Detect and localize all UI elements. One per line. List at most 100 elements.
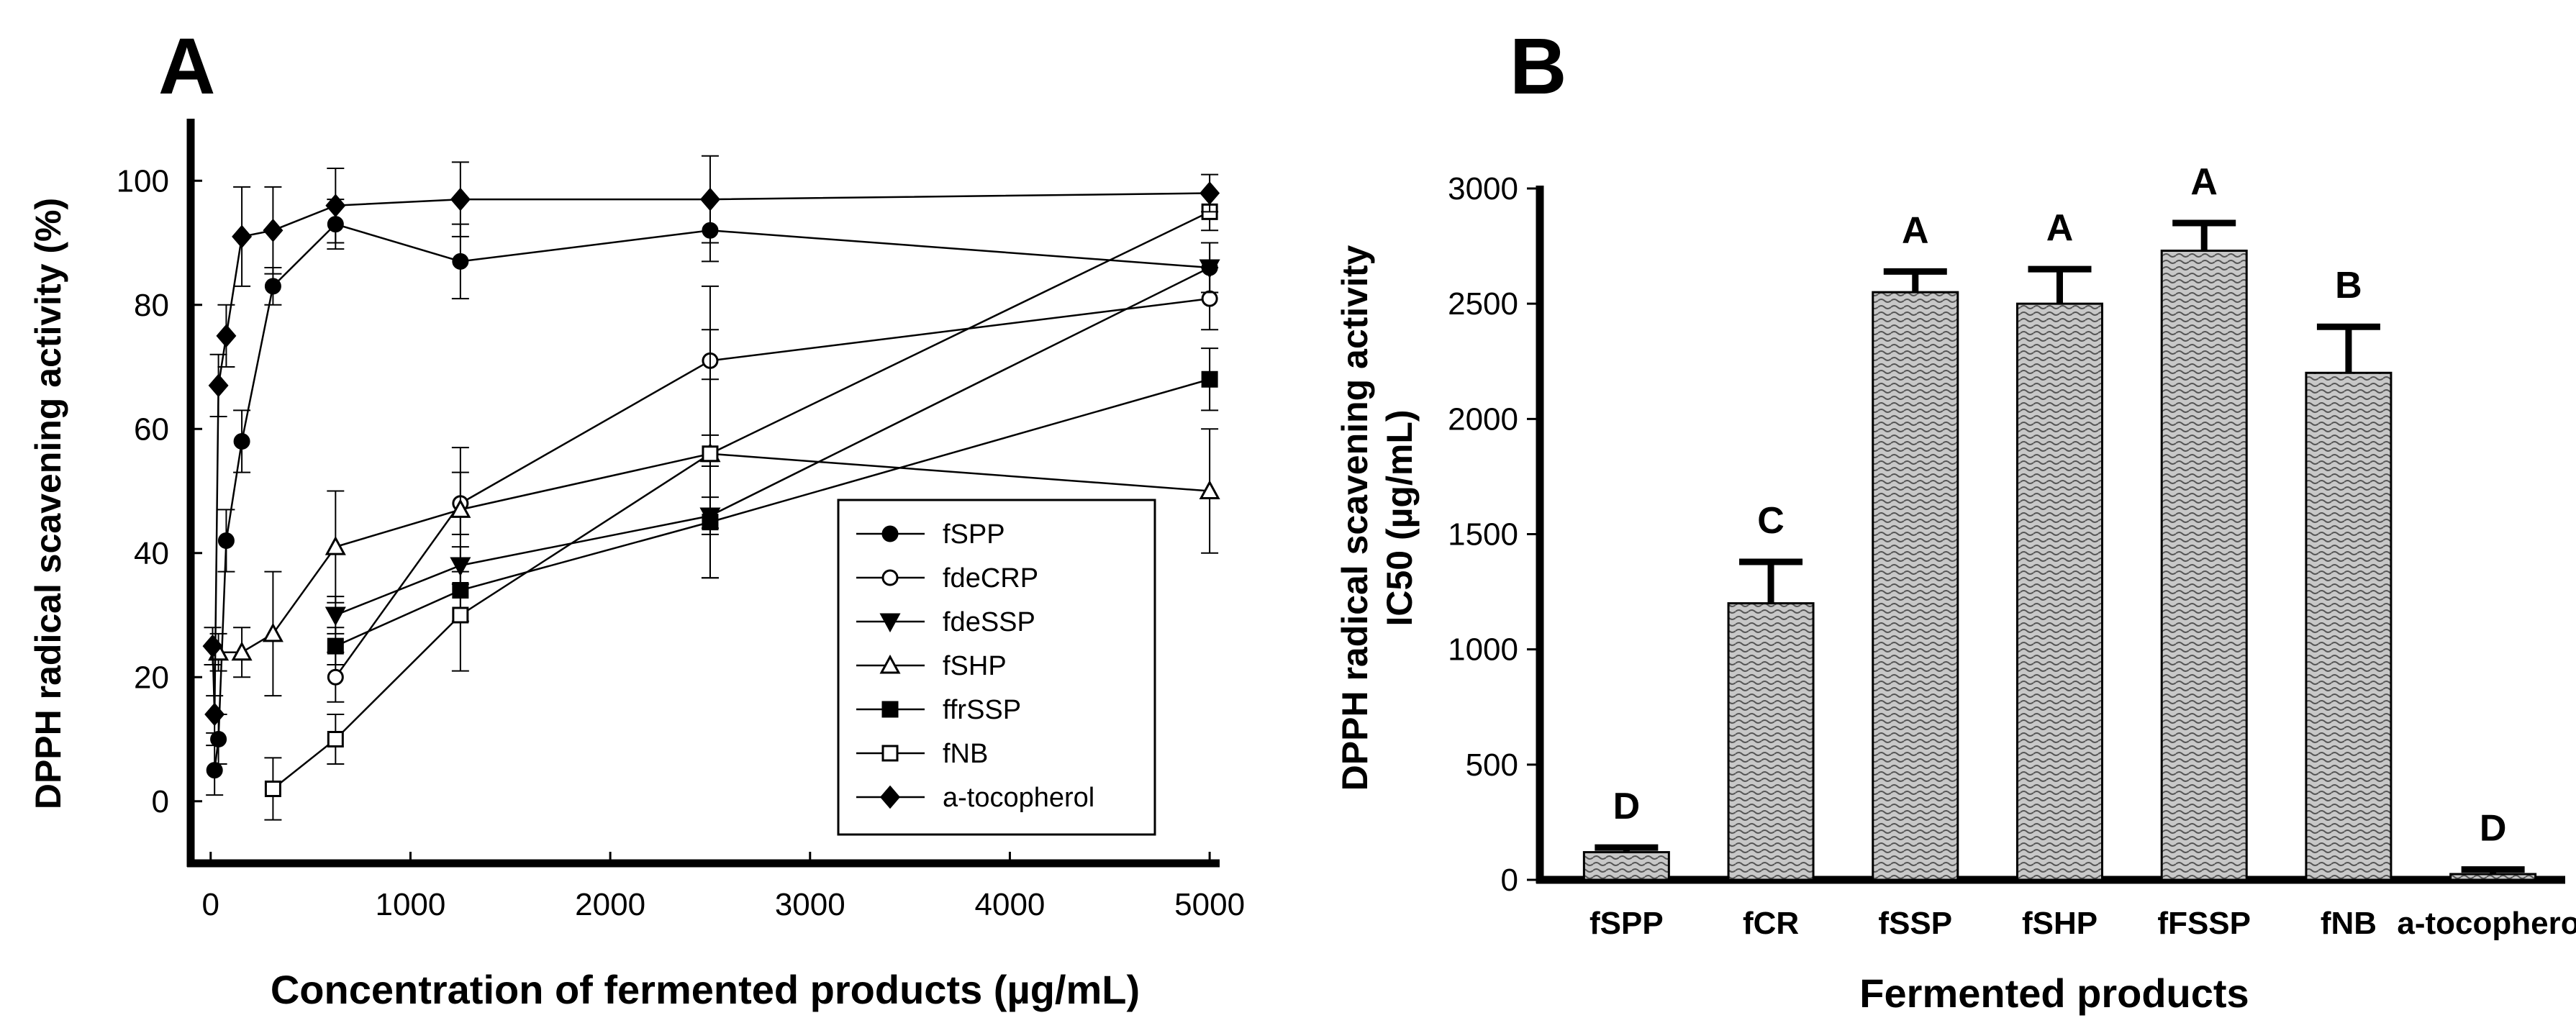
bar	[2449, 873, 2537, 881]
bar-ffssp: A	[2160, 161, 2248, 881]
panel-b-y-ticks: 0 500 1000 1500 2000 2500 3000	[1448, 171, 1540, 898]
data-point	[881, 525, 899, 542]
data-point	[1201, 290, 1218, 307]
y-tick-label: 1500	[1448, 517, 1518, 553]
legend-item-fshp: fSHP	[856, 651, 1007, 681]
bar-fcr: C	[1727, 500, 1815, 881]
significance-label: B	[2335, 265, 2362, 306]
legend-item-fnb: fNB	[856, 739, 988, 769]
data-point	[327, 731, 344, 747]
series-line	[335, 378, 1210, 647]
data-point	[233, 433, 250, 450]
panel-b-y-axis-title-line2: IC50 (µg/mL)	[1379, 409, 1420, 626]
data-point	[325, 535, 346, 555]
series-line	[212, 192, 1210, 715]
bar	[1727, 602, 1815, 881]
x-tick-label: 1000	[375, 887, 445, 922]
data-point	[1201, 370, 1218, 388]
y-tick-label: 2500	[1448, 286, 1518, 322]
legend-item-a-tocopherol: a-tocopherol	[856, 783, 1094, 813]
data-point	[204, 702, 225, 727]
data-point	[263, 218, 284, 242]
data-point	[325, 606, 346, 627]
x-tick-label: 5000	[1174, 887, 1245, 922]
legend-label: a-tocopherol	[943, 783, 1094, 813]
y-tick-label: 1000	[1448, 632, 1518, 668]
panel-b-label: B	[1510, 22, 1566, 111]
y-tick-label: 0	[1501, 863, 1518, 898]
panel-b-x-axis-title: Fermented products	[1859, 970, 2249, 1016]
bar-fspp: D	[1582, 786, 1670, 881]
panel-a-y-axis-title: DPPH radical scavening activity (%)	[28, 198, 68, 809]
panel-a-legend: fSPP fdeCRP fdeSSP fSHP ffrSSP fNB a-tocophero…	[837, 499, 1156, 836]
legend-item-fdecrp: fdeCRP	[856, 563, 1038, 594]
legend-label: fSHP	[943, 651, 1007, 681]
x-tick-label: 4000	[975, 887, 1046, 922]
legend-label: fNB	[943, 739, 988, 769]
data-point	[327, 637, 344, 655]
panel-a-series	[202, 155, 1220, 821]
panel-a-x-ticks: 0 1000 2000 3000 4000 5000	[202, 852, 1245, 922]
significance-label: A	[2046, 207, 2074, 249]
panel-b-bars: D C A A A B D	[1582, 161, 2537, 881]
legend-item-fdessp: fdeSSP	[856, 607, 1035, 637]
legend-label: fdeCRP	[943, 563, 1038, 594]
legend-label: ffrSSP	[943, 695, 1021, 725]
y-tick-label: 3000	[1448, 171, 1518, 206]
data-point	[879, 613, 901, 633]
bar-fshp: A	[2016, 207, 2103, 881]
x-tick-label: 3000	[775, 887, 845, 922]
y-tick-label: 0	[152, 784, 169, 819]
y-tick-label: 100	[117, 163, 169, 199]
x-tick-label: 2000	[575, 887, 645, 922]
significance-label: C	[1757, 500, 1784, 542]
data-point	[699, 187, 720, 212]
data-point	[881, 701, 899, 718]
bar	[1582, 851, 1670, 881]
x-tick-label: fFSSP	[2157, 906, 2251, 941]
data-point	[264, 278, 281, 295]
y-tick-label: 500	[1466, 747, 1518, 783]
x-tick-label: 0	[202, 887, 219, 922]
bar	[2160, 249, 2248, 881]
data-point	[450, 187, 471, 212]
bar-a-tocopherol: D	[2449, 808, 2537, 881]
data-point	[881, 745, 899, 762]
legend-label: fSPP	[943, 519, 1005, 550]
panel-a-x-axis-title: Concentration of fermented products (µg/…	[271, 967, 1140, 1012]
legend-label: fdeSSP	[943, 607, 1035, 637]
panel-b-y-axis-title-line1: DPPH radical scavening activity	[1335, 245, 1375, 791]
data-point	[217, 532, 235, 549]
data-point	[327, 668, 344, 686]
x-tick-label: fSSP	[1878, 906, 1952, 941]
data-point	[880, 785, 900, 809]
series-fnb	[264, 192, 1219, 821]
data-point	[452, 606, 469, 624]
x-tick-label: fSHP	[2022, 906, 2097, 941]
data-point	[325, 194, 346, 218]
data-point	[202, 634, 223, 658]
x-tick-label: a-tocopherol	[2397, 906, 2576, 941]
y-tick-label: 60	[134, 412, 169, 447]
y-tick-label: 2000	[1448, 401, 1518, 437]
y-tick-label: 80	[134, 288, 169, 323]
data-point	[879, 654, 901, 674]
panel-a-line-chart: A 0 20 40 60 80 100 0 1000 2000 3000 4000 5000 Con…	[28, 22, 1245, 1012]
significance-label: D	[2480, 808, 2507, 850]
panel-b-x-ticks: fSPP fCR fSSP fSHP fFSSP fNB a-tocopherol	[1589, 906, 2576, 941]
x-tick-label: fNB	[2321, 906, 2377, 941]
legend-item-fspp: fSPP	[856, 519, 1005, 550]
data-point	[450, 499, 471, 518]
bar	[2305, 371, 2393, 881]
data-point	[1199, 181, 1220, 205]
data-point	[210, 731, 227, 747]
data-point	[1199, 480, 1220, 499]
y-tick-label: 20	[134, 660, 169, 695]
panel-a-y-ticks: 0 20 40 60 80 100	[117, 163, 202, 819]
data-point	[216, 324, 237, 348]
data-point	[702, 445, 719, 463]
significance-label: A	[1902, 209, 1929, 251]
significance-label: A	[2190, 161, 2218, 203]
bar	[1872, 291, 1959, 881]
